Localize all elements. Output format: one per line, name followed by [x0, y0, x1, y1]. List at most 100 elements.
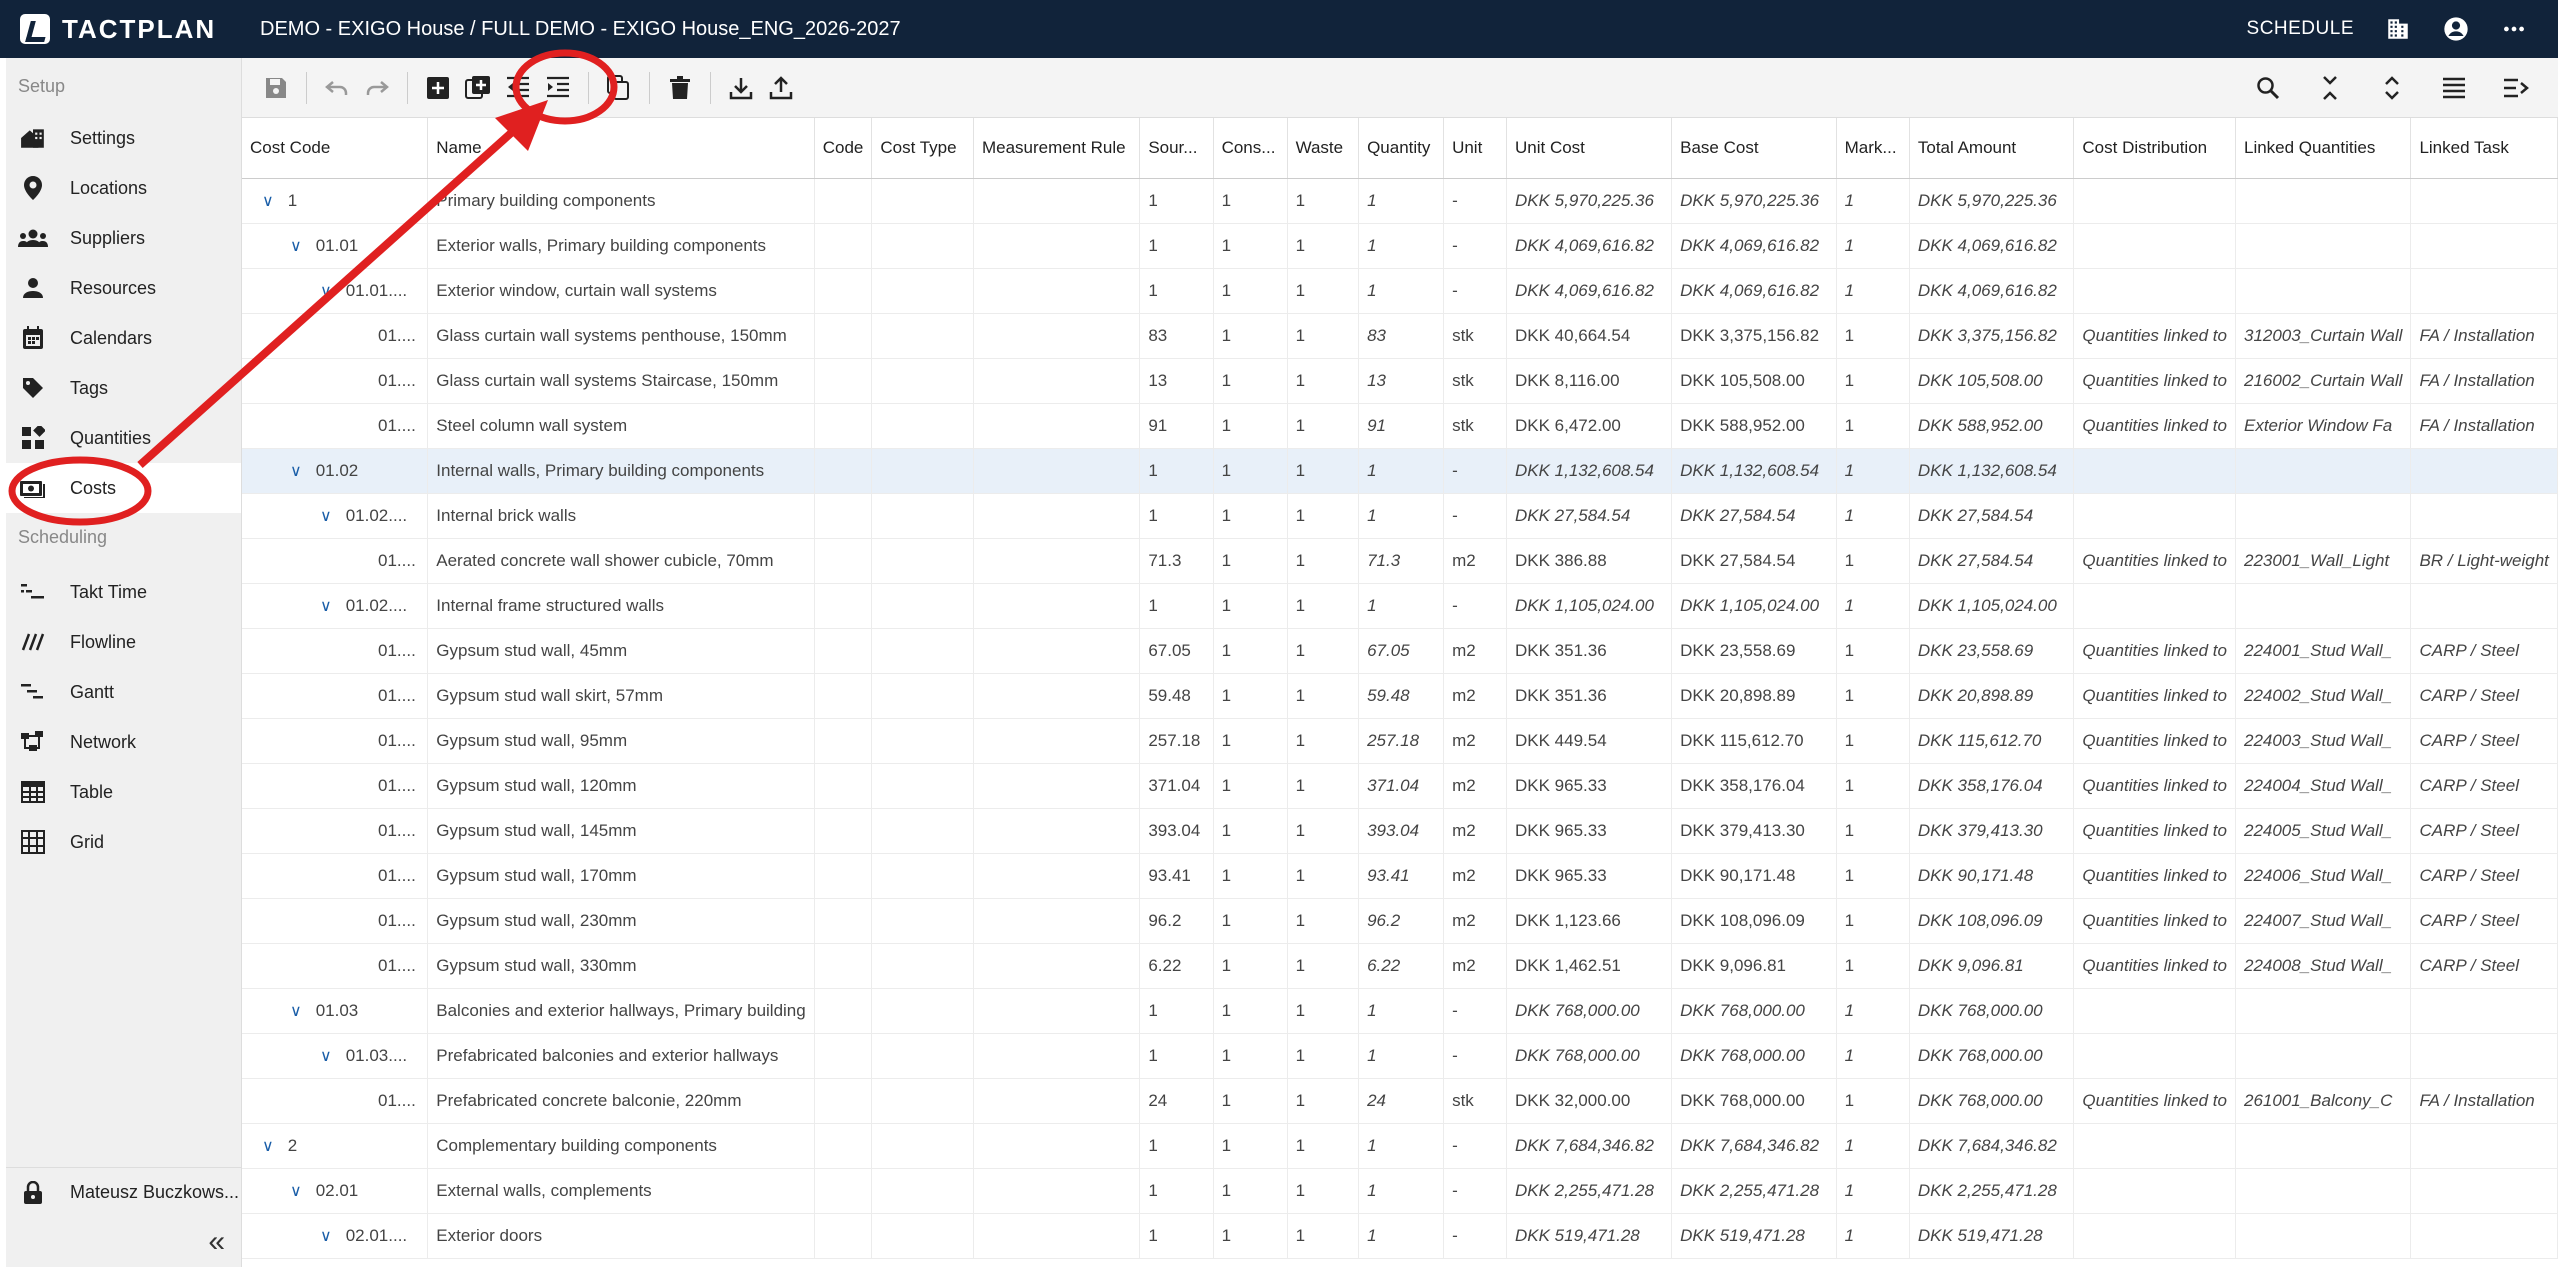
- cell-markup[interactable]: 1: [1836, 763, 1910, 809]
- cost-code-cell[interactable]: ∨ 1: [242, 178, 429, 224]
- cell-rule[interactable]: [973, 403, 1141, 449]
- cell-linked-t[interactable]: CARP / Steel: [2410, 943, 2558, 989]
- cell-unit[interactable]: -: [1443, 448, 1507, 494]
- cell-cons[interactable]: 1: [1213, 493, 1288, 539]
- cell-source[interactable]: 96.2: [1139, 898, 1214, 944]
- cell-cons[interactable]: 1: [1213, 583, 1288, 629]
- cell-source[interactable]: 1: [1139, 268, 1214, 314]
- cell-cost-type[interactable]: [871, 178, 974, 224]
- sidebar-item-locations[interactable]: Locations: [6, 163, 241, 213]
- cell-name[interactable]: Gypsum stud wall, 170mm: [427, 853, 815, 899]
- cell-dist[interactable]: [2073, 268, 2236, 314]
- cell-code-col[interactable]: [814, 988, 873, 1034]
- add-child-row-icon[interactable]: [462, 72, 494, 104]
- cell-base-cost[interactable]: DKK 4,069,616.82: [1671, 223, 1837, 269]
- cell-total[interactable]: DKK 27,584.54: [1909, 493, 2075, 539]
- cell-base-cost[interactable]: DKK 108,096.09: [1671, 898, 1837, 944]
- cell-dist[interactable]: [2073, 448, 2236, 494]
- cell-markup[interactable]: 1: [1836, 673, 1910, 719]
- cell-code-col[interactable]: [814, 1213, 873, 1259]
- cell-cost-type[interactable]: [871, 988, 974, 1034]
- cell-code-col[interactable]: [814, 583, 873, 629]
- cell-total[interactable]: DKK 588,952.00: [1909, 403, 2075, 449]
- cell-name[interactable]: Glass curtain wall systems penthouse, 15…: [427, 313, 815, 359]
- cell-name[interactable]: Gypsum stud wall, 145mm: [427, 808, 815, 854]
- cell-total[interactable]: DKK 768,000.00: [1909, 1033, 2075, 1079]
- cell-unit[interactable]: -: [1443, 988, 1507, 1034]
- cell-cost-type[interactable]: [871, 898, 974, 944]
- cell-linked-t[interactable]: CARP / Steel: [2410, 763, 2558, 809]
- column-header[interactable]: Linked Task: [2410, 118, 2558, 179]
- cell-unit-cost[interactable]: DKK 965.33: [1506, 808, 1673, 854]
- cell-base-cost[interactable]: DKK 27,584.54: [1671, 493, 1837, 539]
- cell-markup[interactable]: 1: [1836, 988, 1910, 1034]
- cell-unit-cost[interactable]: DKK 386.88: [1506, 538, 1673, 584]
- sidebar-item-network[interactable]: Network: [6, 717, 241, 767]
- cell-quantity[interactable]: 93.41: [1358, 853, 1445, 899]
- table-row[interactable]: ∨ 01.01.... Exterior window, curtain wall …: [242, 268, 2558, 314]
- table-row[interactable]: ∨ 01.03 Balconies and exterior hallways, P…: [242, 988, 2558, 1034]
- cell-markup[interactable]: 1: [1836, 1033, 1910, 1079]
- cost-code-cell[interactable]: ∨ 01.01....: [242, 268, 429, 314]
- cell-unit-cost[interactable]: DKK 965.33: [1506, 853, 1673, 899]
- cell-total[interactable]: DKK 3,375,156.82: [1909, 313, 2075, 359]
- cell-total[interactable]: DKK 358,176.04: [1909, 763, 2075, 809]
- cell-unit-cost[interactable]: DKK 5,970,225.36: [1506, 178, 1673, 224]
- cell-cost-type[interactable]: [871, 853, 974, 899]
- cell-waste[interactable]: 1: [1287, 1168, 1360, 1214]
- cell-source[interactable]: 91: [1139, 403, 1214, 449]
- cell-unit[interactable]: m2: [1443, 853, 1507, 899]
- row-density-icon[interactable]: [2438, 72, 2470, 104]
- sidebar-item-gantt[interactable]: Gantt: [6, 667, 241, 717]
- table-row[interactable]: 01.... Gypsum stud wall, 230mm 96.2 1 1 96.2 m…: [242, 898, 2558, 944]
- table-row[interactable]: 01.... Gypsum stud wall, 330mm 6.22 1 1 6.22 m…: [242, 943, 2558, 989]
- table-row[interactable]: ∨ 01.03.... Prefabricated balconies and ex…: [242, 1033, 2558, 1079]
- cost-code-cell[interactable]: 01....: [242, 898, 429, 944]
- cell-source[interactable]: 1: [1139, 223, 1214, 269]
- table-row[interactable]: 01.... Prefabricated concrete balconie, 2…: [242, 1078, 2558, 1124]
- cell-cost-type[interactable]: [871, 718, 974, 764]
- cell-markup[interactable]: 1: [1836, 1123, 1910, 1169]
- cell-linked-t[interactable]: CARP / Steel: [2410, 898, 2558, 944]
- cell-unit-cost[interactable]: DKK 449.54: [1506, 718, 1673, 764]
- cell-linked-q[interactable]: [2235, 988, 2412, 1034]
- cell-linked-t[interactable]: [2410, 448, 2558, 494]
- chevron-down-icon[interactable]: ∨: [320, 282, 332, 300]
- cell-base-cost[interactable]: DKK 5,970,225.36: [1671, 178, 1837, 224]
- cell-code-col[interactable]: [814, 493, 873, 539]
- cell-total[interactable]: DKK 379,413.30: [1909, 808, 2075, 854]
- cell-name[interactable]: External walls, complements: [427, 1168, 815, 1214]
- undo-icon[interactable]: [321, 72, 353, 104]
- sidebar-item-tags[interactable]: Tags: [6, 363, 241, 413]
- copy-icon[interactable]: [603, 72, 635, 104]
- cell-code-col[interactable]: [814, 178, 873, 224]
- cell-unit[interactable]: m2: [1443, 943, 1507, 989]
- cell-base-cost[interactable]: DKK 115,612.70: [1671, 718, 1837, 764]
- cell-cost-type[interactable]: [871, 808, 974, 854]
- table-row[interactable]: ∨ 02.01 External walls, complements 1 1 1 1- DK…: [242, 1168, 2558, 1214]
- cell-dist[interactable]: Quantities linked to: [2073, 1078, 2236, 1124]
- sidebar-item-flowline[interactable]: Flowline: [6, 617, 241, 667]
- table-row[interactable]: 01.... Glass curtain wall systems Stairca…: [242, 358, 2558, 404]
- cell-dist[interactable]: [2073, 1123, 2236, 1169]
- cell-unit-cost[interactable]: DKK 8,116.00: [1506, 358, 1673, 404]
- cell-rule[interactable]: [973, 1123, 1141, 1169]
- table-row[interactable]: ∨ 01.02 Internal walls, Primary building c…: [242, 448, 2558, 494]
- sidebar-item-quantities[interactable]: Quantities: [6, 413, 241, 463]
- cell-rule[interactable]: [973, 898, 1141, 944]
- cell-waste[interactable]: 1: [1287, 943, 1360, 989]
- cell-total[interactable]: DKK 768,000.00: [1909, 1078, 2075, 1124]
- cell-linked-q[interactable]: 312003_Curtain Wall: [2235, 313, 2412, 359]
- cell-linked-t[interactable]: [2410, 223, 2558, 269]
- cell-cost-type[interactable]: [871, 448, 974, 494]
- cell-name[interactable]: Prefabricated balconies and exterior hal…: [427, 1033, 815, 1079]
- cell-base-cost[interactable]: DKK 27,584.54: [1671, 538, 1837, 584]
- cell-base-cost[interactable]: DKK 4,069,616.82: [1671, 268, 1837, 314]
- cell-total[interactable]: DKK 20,898.89: [1909, 673, 2075, 719]
- cell-rule[interactable]: [973, 313, 1141, 359]
- cost-code-cell[interactable]: 01....: [242, 538, 429, 584]
- cell-unit-cost[interactable]: DKK 351.36: [1506, 673, 1673, 719]
- chevron-down-icon[interactable]: ∨: [290, 237, 302, 255]
- cell-quantity[interactable]: 13: [1358, 358, 1445, 404]
- cell-code-col[interactable]: [814, 448, 873, 494]
